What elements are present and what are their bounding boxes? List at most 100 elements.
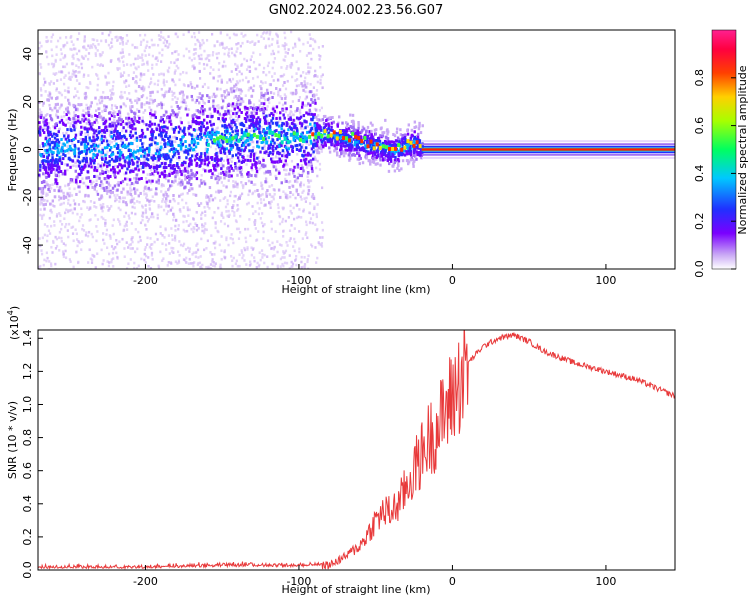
spectrogram-cell xyxy=(114,199,117,203)
spectrogram-cell xyxy=(85,86,88,89)
spectrogram-cell xyxy=(417,127,421,131)
spectrogram-cell xyxy=(168,66,171,70)
spectrogram-cell xyxy=(360,135,363,139)
spectrogram-cell xyxy=(259,133,262,137)
spectrogram-cell xyxy=(122,60,125,64)
spectrogram-cell xyxy=(40,180,44,184)
spectrogram-cell xyxy=(42,116,46,120)
spectrogram-cell xyxy=(252,146,255,149)
spectrogram-cell xyxy=(149,77,153,81)
spectrogram-cell xyxy=(298,96,302,99)
spectrogram-cell xyxy=(299,135,302,139)
spectrogram-cell xyxy=(379,158,382,162)
spectrogram-cell xyxy=(245,263,248,266)
spectrogram-cell xyxy=(73,187,76,191)
spectrogram-cell xyxy=(51,33,55,37)
spectrogram-cell xyxy=(150,181,153,185)
spectrogram-cell xyxy=(58,167,61,171)
spectrogram-cell xyxy=(131,205,134,209)
spectrogram-cell xyxy=(272,160,275,164)
spectrogram-cell xyxy=(348,128,351,132)
spectrogram-cell xyxy=(295,263,298,267)
spectrogram-cell xyxy=(272,60,275,64)
spectrogram-cell xyxy=(200,161,203,165)
spectrogram-cell xyxy=(223,148,226,152)
spectrogram-cell xyxy=(203,205,206,209)
spectrogram-cell xyxy=(393,142,396,146)
spectrogram-cell xyxy=(211,32,214,36)
spectrogram-cell xyxy=(214,240,217,244)
spectrogram-cell xyxy=(290,168,293,171)
spectrogram-cell xyxy=(277,170,281,173)
spectrogram-cell xyxy=(413,135,417,139)
spectrogram-cell xyxy=(247,173,251,177)
spectrogram-cell xyxy=(164,113,167,117)
spectrogram-cell xyxy=(306,166,309,169)
spectrogram-cell xyxy=(219,158,222,162)
spectrogram-cell xyxy=(272,107,275,111)
spectrogram-cell xyxy=(120,190,123,194)
spectrogram-cell xyxy=(383,157,387,161)
spectrogram-cell xyxy=(67,202,70,205)
spectrogram-cell xyxy=(207,161,211,165)
spectrogram-cell xyxy=(374,157,378,161)
spectrogram-cell xyxy=(283,168,286,172)
spectrogram-cell xyxy=(181,180,185,184)
spectrogram-cell xyxy=(62,242,65,245)
spectrogram-cell xyxy=(118,162,121,166)
spectrogram-cell xyxy=(165,212,168,216)
spectrogram-cell xyxy=(185,150,188,154)
spectrogram-cell xyxy=(73,71,76,74)
spectrogram-cell xyxy=(69,147,73,151)
spectrogram-cell xyxy=(75,122,78,126)
spectrogram-cell xyxy=(87,118,90,122)
spectrogram-cell xyxy=(54,140,58,144)
spectrogram-cell xyxy=(100,206,103,210)
spectrogram-cell xyxy=(279,257,282,261)
spectrogram-cell xyxy=(216,177,220,181)
spectrogram-cell xyxy=(120,90,123,94)
spectrogram-cell xyxy=(199,46,202,50)
spectrogram-cell xyxy=(222,216,225,220)
spectrogram-cell xyxy=(188,247,192,250)
spectrogram-cell xyxy=(55,113,58,116)
spectrogram-cell xyxy=(56,185,59,188)
spectrogram-cell xyxy=(172,130,176,134)
spectrogram-cell xyxy=(317,97,320,101)
spectrogram-cell xyxy=(283,134,286,138)
spectrogram-cell xyxy=(266,91,270,95)
spectrogram-cell xyxy=(171,166,175,170)
spectrogram-cell xyxy=(112,232,115,236)
spectrogram-cell xyxy=(196,128,199,132)
spectrogram-cell xyxy=(352,123,356,127)
spectrogram-cell xyxy=(103,135,106,139)
spectrogram-cell xyxy=(295,254,298,258)
spectrogram-cell xyxy=(387,162,391,166)
spectrogram-cell xyxy=(251,140,254,143)
spectrogram-cell xyxy=(192,218,195,221)
spectrogram-cell xyxy=(226,199,229,202)
spectrogram-cell xyxy=(52,62,56,66)
spectrogram-cell xyxy=(67,77,71,81)
spectrogram-cell xyxy=(271,146,274,150)
spectrogram-cell xyxy=(198,69,201,73)
spectrogram-cell xyxy=(286,196,289,200)
spectrogram-cell xyxy=(70,139,73,143)
spectrogram-cell xyxy=(234,105,237,108)
spectrogram-cell xyxy=(244,33,247,37)
spectrogram-cell xyxy=(200,136,203,140)
spectrogram-cell xyxy=(269,83,272,87)
spectrogram-cell xyxy=(134,127,137,131)
spectrogram-cell xyxy=(274,165,278,169)
spectrogram-cell xyxy=(305,54,309,57)
spectrogram-cell xyxy=(141,59,144,62)
spectrogram-cell xyxy=(140,134,143,138)
spectrogram-cell xyxy=(418,150,421,154)
spectrogram-cell xyxy=(144,161,147,165)
spectrogram-cell xyxy=(47,62,50,66)
spectrogram-cell xyxy=(225,124,228,128)
spectrogram-cell xyxy=(230,47,233,51)
spectrogram-cell xyxy=(275,116,278,120)
spectrogram-cell xyxy=(101,157,104,161)
spectrogram-cell xyxy=(265,131,268,135)
